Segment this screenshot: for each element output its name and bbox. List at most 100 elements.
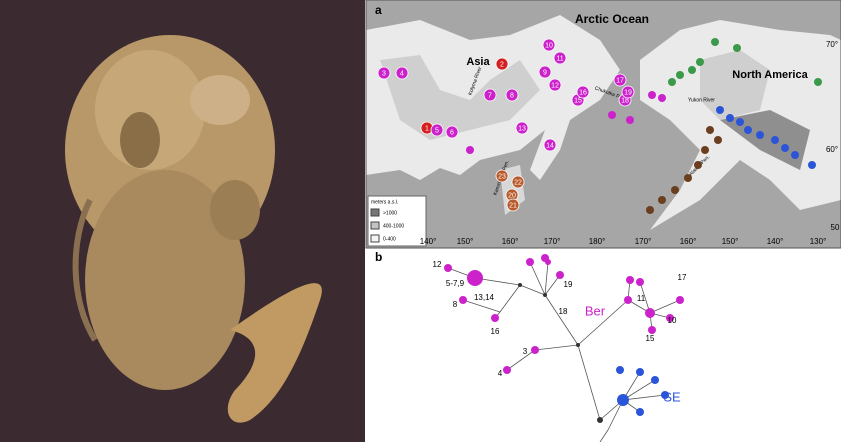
network-node — [617, 394, 629, 406]
network-node — [636, 368, 644, 376]
site-number: 13 — [518, 125, 526, 132]
network-edge — [534, 344, 579, 351]
latitude-label: 60° — [826, 145, 838, 154]
network-node — [624, 296, 632, 304]
network-node — [526, 258, 534, 266]
network-node — [666, 314, 674, 322]
network-node — [636, 408, 644, 416]
site-number: 17 — [616, 77, 624, 84]
site-number: 19 — [624, 89, 632, 96]
node-label: 13,14 — [474, 293, 495, 302]
site-marker — [542, 38, 556, 52]
site-marker — [538, 65, 552, 79]
network-node — [518, 283, 522, 287]
site-number: 22 — [514, 179, 522, 186]
network-node — [467, 270, 483, 286]
site-number: 8 — [510, 92, 514, 99]
node-label: 3 — [523, 347, 528, 356]
network-node — [676, 296, 684, 304]
longitude-label: 180° — [589, 237, 606, 246]
site-number: 15 — [574, 97, 582, 104]
longitude-label: 160° — [680, 237, 697, 246]
node-label: 10 — [668, 316, 677, 325]
continent-label: North America — [732, 69, 808, 81]
site-number: 14 — [546, 142, 554, 149]
latitude-label: 70° — [826, 40, 838, 49]
network-edge — [622, 394, 666, 401]
network-node — [616, 366, 624, 374]
site-marker — [495, 57, 509, 71]
node-label: 12 — [433, 260, 442, 269]
network-edge — [499, 284, 521, 313]
network-node — [459, 296, 467, 304]
network-edge — [544, 294, 579, 346]
site-number: 4 — [400, 70, 404, 77]
site-number: 16 — [579, 89, 587, 96]
site-number: 10 — [545, 42, 553, 49]
legend-swatch — [370, 208, 380, 217]
specimen-photo — [65, 35, 322, 423]
site-marker — [613, 73, 627, 87]
network-node — [556, 271, 564, 279]
network-edge — [544, 261, 549, 296]
legend-item: 400-1000 — [383, 223, 404, 229]
site-marker — [430, 123, 444, 137]
site-marker — [543, 138, 557, 152]
legend-swatch — [370, 234, 380, 243]
network-node — [597, 417, 603, 423]
site-number: 12 — [551, 82, 559, 89]
site-number: 5 — [435, 127, 439, 134]
group-label: SE — [663, 389, 681, 404]
site-marker — [621, 85, 635, 99]
network-edge — [622, 379, 656, 401]
network-node — [576, 343, 580, 347]
panel-label: b — [375, 250, 382, 264]
site-number: 2 — [500, 61, 504, 68]
network-node — [626, 276, 634, 284]
longitude-label: 160° — [502, 237, 519, 246]
site-marker — [576, 85, 590, 99]
site-marker — [553, 51, 567, 65]
node-label: 18 — [559, 307, 568, 316]
site-marker — [495, 169, 509, 183]
site-number: 7 — [488, 92, 492, 99]
longitude-label: 170° — [544, 237, 561, 246]
legend-swatch — [370, 221, 380, 230]
site-number: 23 — [498, 173, 506, 180]
network-node — [545, 259, 551, 265]
longitude-label: 150° — [722, 237, 739, 246]
network-edge — [577, 299, 629, 346]
site-marker — [483, 88, 497, 102]
network-edge — [599, 429, 609, 443]
site-number: 9 — [543, 69, 547, 76]
longitude-label: 150° — [457, 237, 474, 246]
node-label: 4 — [498, 369, 503, 378]
site-marker — [395, 66, 409, 80]
network-node — [503, 366, 511, 374]
group-label: Ber — [585, 303, 606, 318]
site-marker — [548, 78, 562, 92]
panel-label: a — [375, 3, 382, 17]
network-edge — [649, 299, 681, 314]
ocean-label: Arctic Ocean — [575, 12, 649, 26]
network-edge — [544, 274, 561, 296]
site-number: 3 — [382, 70, 386, 77]
network-node — [648, 326, 656, 334]
site-number: 21 — [509, 202, 517, 209]
network-node — [636, 278, 644, 286]
site-marker — [377, 66, 391, 80]
site-marker — [505, 88, 519, 102]
network-node — [543, 293, 547, 297]
network-node — [491, 314, 499, 322]
longitude-label: 140° — [767, 237, 784, 246]
site-marker — [506, 198, 520, 212]
legend-title: meters a.s.l. — [371, 199, 398, 205]
network-edge — [506, 349, 536, 371]
river-label: Yukon River — [688, 97, 715, 103]
site-number: 18 — [621, 97, 629, 104]
node-label: 16 — [491, 327, 500, 336]
site-marker — [445, 125, 459, 139]
latitude-label: 50 — [831, 223, 840, 232]
network-edge — [529, 261, 546, 296]
